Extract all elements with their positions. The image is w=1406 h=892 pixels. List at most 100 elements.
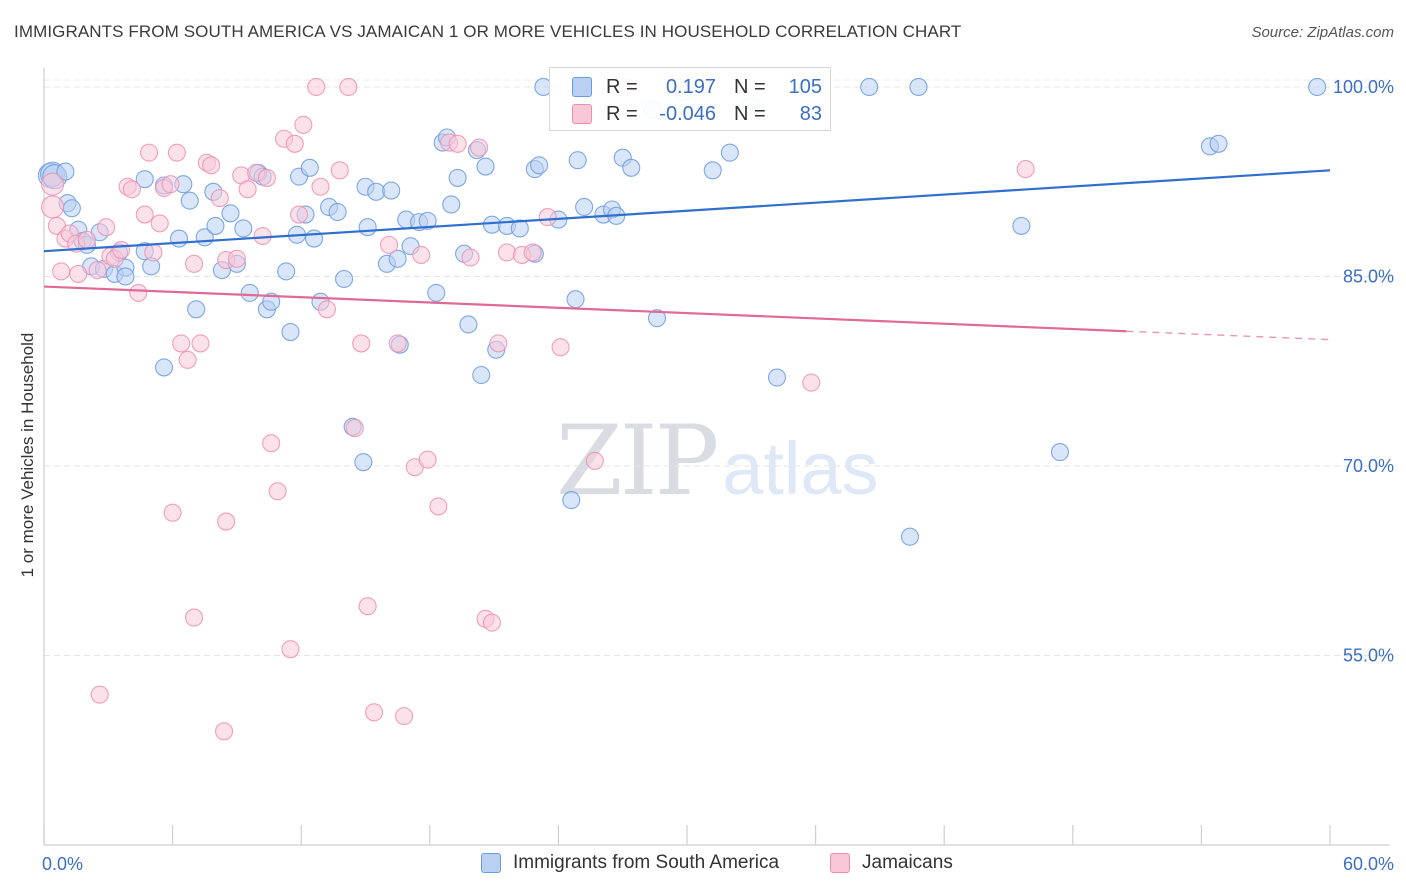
legend-item-jamaicans[interactable]: Jamaicans (830, 852, 953, 874)
data-point (294, 115, 313, 134)
data-point (530, 156, 549, 175)
legend-n-value: 105 (788, 75, 822, 98)
data-point (429, 497, 448, 516)
y-tick-label: 55.0% (1343, 645, 1394, 665)
data-point (150, 214, 169, 233)
series-jamaicans (41, 77, 1035, 741)
data-point (52, 262, 71, 281)
data-point (358, 218, 377, 237)
x-tick-label: 0.0% (42, 854, 83, 874)
trend-line (43, 285, 1127, 333)
y-tick-label: 70.0% (1343, 456, 1394, 476)
data-point (339, 77, 358, 97)
data-point (178, 350, 197, 369)
data-point (1016, 160, 1035, 179)
legend-r-value: -0.046 (659, 102, 716, 125)
data-point (352, 334, 371, 353)
data-point (311, 177, 330, 196)
correlation-legend: R = 0.197 N = 105 R = -0.046 N = 83 (549, 67, 831, 131)
data-point (767, 368, 787, 387)
data-point (90, 685, 109, 704)
data-point (388, 334, 407, 353)
legend-row-jamaicans: R = -0.046 N = 83 (572, 101, 822, 127)
data-point (169, 229, 189, 248)
data-point (41, 172, 65, 196)
data-point (69, 264, 88, 283)
data-point (206, 216, 225, 235)
data-point (122, 180, 141, 199)
data-point (380, 235, 399, 254)
data-point (214, 722, 234, 741)
data-point (472, 365, 491, 385)
data-point (97, 218, 116, 237)
data-point (335, 269, 354, 289)
source-credit: Source: ZipAtlas.com (1251, 24, 1394, 41)
tick-labels: 100.0% 85.0% 70.0% 55.0% 0.0% 60.0% (42, 77, 1394, 874)
data-point (285, 134, 304, 153)
data-point (187, 300, 206, 319)
data-point (1012, 216, 1031, 235)
data-point (909, 77, 928, 97)
data-point (135, 170, 154, 189)
data-point (184, 608, 204, 627)
legend-label-south-america: Immigrants from South America (513, 852, 780, 873)
legend-r-label: R = (606, 102, 638, 125)
data-point (354, 453, 373, 472)
trend-lines (43, 169, 1331, 341)
data-point (482, 215, 502, 234)
legend-row-south-america: R = 0.197 N = 105 (572, 74, 822, 100)
data-point (566, 290, 585, 309)
legend-n-label: N = (734, 102, 766, 125)
watermark-zip: ZIP (556, 405, 719, 517)
data-point (202, 156, 221, 175)
data-point (290, 205, 309, 224)
data-point (470, 138, 489, 157)
data-point (900, 527, 919, 546)
data-point (77, 230, 96, 249)
data-point (277, 262, 296, 281)
data-point (382, 181, 401, 200)
data-point (163, 503, 182, 522)
watermark-atlas: atlas (722, 427, 879, 510)
data-point (622, 158, 641, 177)
legend-swatch-south-america (481, 853, 501, 873)
data-point (300, 158, 319, 177)
data-point (585, 451, 604, 470)
data-point (442, 195, 461, 214)
data-point (489, 334, 508, 353)
data-point (262, 434, 281, 453)
data-point (703, 161, 722, 180)
data-point (523, 243, 542, 262)
data-point (1209, 134, 1228, 153)
data-point (418, 211, 437, 230)
y-tick-label: 85.0% (1343, 266, 1394, 286)
data-point (461, 248, 480, 267)
legend-item-south-america[interactable]: Immigrants from South America (481, 852, 779, 874)
data-point (497, 243, 517, 262)
data-point (427, 283, 446, 302)
data-point (1308, 77, 1327, 97)
data-point (476, 157, 495, 176)
data-point (129, 283, 148, 302)
data-point (395, 707, 414, 726)
data-point (180, 191, 199, 210)
trend-line-extension (1126, 330, 1331, 341)
data-point (328, 202, 347, 222)
data-point (568, 151, 587, 170)
axes (43, 68, 1390, 846)
legend-label-jamaicans: Jamaicans (862, 852, 953, 873)
x-tick-label: 60.0% (1343, 854, 1394, 874)
data-point (365, 703, 384, 722)
data-point (538, 208, 557, 227)
data-point (418, 450, 437, 469)
legend-r-label: R = (606, 75, 638, 98)
data-point (210, 189, 229, 208)
data-point (62, 199, 81, 218)
data-point (88, 261, 107, 280)
data-point (135, 205, 154, 224)
data-point (161, 175, 180, 194)
data-point (482, 613, 502, 632)
data-point (191, 334, 210, 353)
data-point (367, 182, 386, 201)
